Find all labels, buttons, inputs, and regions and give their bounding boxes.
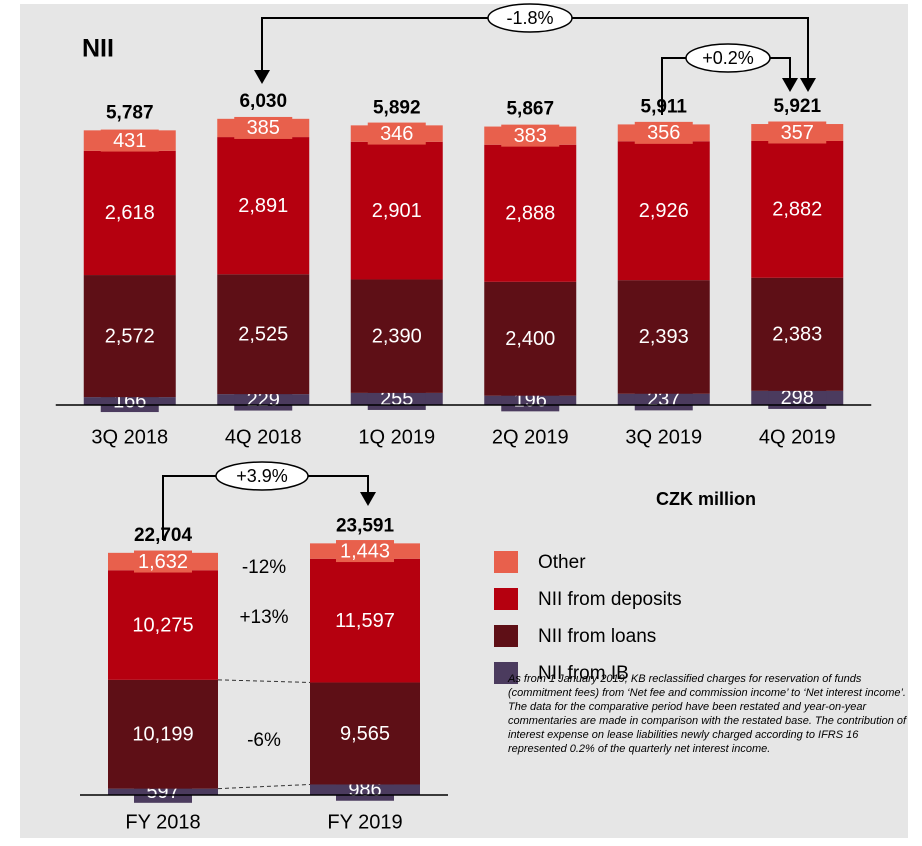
badge [685, 43, 771, 73]
bar-segment [108, 679, 218, 789]
legend-swatch [494, 662, 518, 684]
value-label: 2,400 [505, 328, 555, 350]
value-label: 357 [781, 122, 814, 144]
total-label: 22,704 [134, 525, 193, 546]
value-label: 1,632 [138, 551, 188, 573]
x-tick-label: 2Q 2019 [492, 426, 569, 448]
label-box [634, 121, 693, 144]
x-tick-label: FY 2019 [327, 811, 402, 833]
annotation: -1.8% [506, 8, 553, 28]
label-box [501, 124, 560, 147]
annotation: -6% [247, 730, 281, 751]
bar-segment [83, 275, 176, 398]
value-label: 2,882 [772, 199, 822, 221]
legend-swatch [494, 625, 518, 647]
value-label: 2,383 [772, 324, 822, 346]
legend-label: Other [538, 552, 586, 573]
bar-segment [83, 150, 176, 276]
value-label: 2,393 [639, 326, 689, 348]
bar-segment [751, 277, 844, 391]
total-label: 5,892 [373, 97, 421, 118]
total-label: 5,787 [106, 102, 154, 123]
value-label: 385 [247, 117, 280, 139]
value-label: 2,901 [372, 200, 422, 222]
badge [487, 3, 573, 33]
annotation: +0.2% [702, 48, 754, 68]
connector-dash [217, 783, 311, 790]
legend-label: NII from IB [538, 663, 629, 684]
annotation: +13% [239, 607, 288, 628]
value-label: 10,199 [132, 724, 193, 746]
bar-segment [217, 274, 310, 395]
total-label: 23,591 [336, 515, 395, 536]
value-label: 11,597 [335, 610, 395, 632]
value-label: 2,525 [238, 323, 288, 345]
total-label: 5,911 [641, 96, 688, 117]
bar-segment [617, 280, 710, 394]
label-box [336, 540, 394, 563]
x-tick-label: 1Q 2019 [358, 426, 435, 448]
legend-swatch [494, 551, 518, 573]
value-label: 356 [647, 122, 680, 144]
x-tick-label: 4Q 2019 [759, 426, 836, 448]
value-label: 2,572 [105, 325, 155, 347]
bar-segment [484, 281, 577, 396]
label-box [234, 116, 293, 139]
label-box [768, 386, 827, 409]
label-box [134, 550, 192, 573]
x-tick-label: 3Q 2018 [91, 426, 168, 448]
label-box [367, 122, 426, 145]
legend-label: NII from deposits [538, 589, 682, 610]
bar-segment [617, 141, 710, 281]
total-label: 5,867 [506, 99, 554, 120]
x-tick-label: FY 2018 [125, 811, 200, 833]
chart-title: NII [82, 35, 114, 63]
value-label: 2,926 [639, 200, 689, 222]
connector-dash [217, 679, 311, 683]
value-label: 2,390 [372, 325, 422, 347]
value-label: 2,618 [105, 202, 155, 224]
label-box [100, 129, 159, 152]
value-label: 10,275 [132, 614, 193, 636]
unit-label: CZK million [656, 489, 756, 509]
total-label: 5,921 [773, 96, 821, 117]
bar-segment [310, 558, 420, 683]
x-tick-label: 3Q 2019 [625, 426, 702, 448]
value-label: 298 [781, 387, 814, 409]
value-label: 9,565 [340, 723, 390, 745]
bar-segment [350, 141, 443, 280]
bar-segment [217, 137, 310, 275]
annotation: +3.9% [236, 466, 288, 486]
legend-swatch [494, 588, 518, 610]
value-label: 2,891 [238, 195, 288, 217]
bar-segment [484, 144, 577, 282]
label-box [768, 121, 827, 144]
value-label: 383 [514, 125, 547, 147]
value-label: 431 [113, 130, 146, 152]
arrowheads [254, 70, 816, 506]
bar-segment [751, 140, 844, 278]
x-tick-label: 4Q 2018 [225, 426, 302, 448]
bar-segment [310, 682, 420, 785]
bar-segment [108, 570, 218, 680]
footnote: As from 1 January 2019, KB reclassified … [508, 673, 907, 755]
legend-label: NII from loans [538, 626, 656, 647]
value-label: 2,888 [505, 203, 555, 225]
value-label: 346 [380, 123, 413, 145]
annotation: -12% [242, 557, 286, 578]
badge [215, 461, 309, 491]
value-label: 1,443 [340, 540, 390, 562]
bar-segment [350, 279, 443, 393]
total-label: 6,030 [239, 91, 287, 112]
